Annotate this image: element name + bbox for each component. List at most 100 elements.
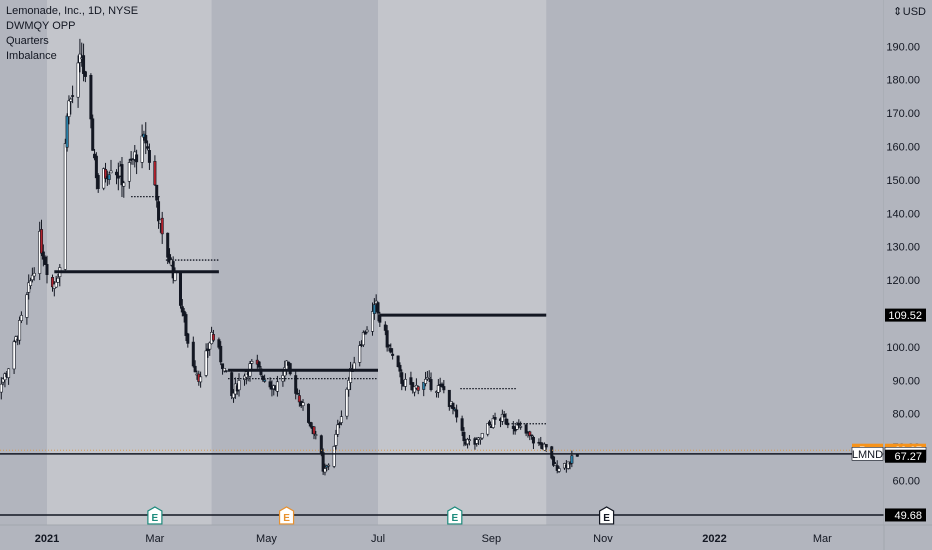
candle-body-109 [268,381,272,388]
earnings-marker-1[interactable]: E [278,506,295,525]
candle-body-64 [153,161,157,186]
candle-body-200 [500,413,504,422]
candle-body-229 [575,454,579,457]
candle-body-31 [67,100,71,117]
candle-165 [411,382,415,394]
candle-body-29 [63,143,67,270]
x-tick-label-7: Mar [813,533,832,545]
candle-161 [400,369,404,391]
candle-22 [43,255,47,266]
y-tick-label-9: 150.00 [886,175,920,187]
candle-body-160 [398,364,402,372]
candle-body-59 [140,135,144,163]
candle-37 [82,43,86,82]
price-tag-3[interactable]: 109.52 [885,308,926,323]
price-tag-2[interactable]: 67.27 [885,449,926,464]
candle-190 [475,437,479,447]
candle-124 [307,403,311,424]
earnings-marker-2[interactable]: E [447,506,463,525]
candle-16 [29,277,33,290]
candle-body-86 [208,342,212,350]
candle-49 [114,169,118,185]
candle-52 [120,157,124,198]
candle-body-159 [396,355,400,368]
quarter-band-0 [47,0,212,525]
candle-149 [371,302,375,336]
candle-30 [65,113,69,152]
candle-body-120 [296,393,300,395]
candle-body-72 [171,261,175,279]
candle-140 [347,376,351,397]
candle-body-32 [69,98,73,102]
candle-body-156 [387,344,391,347]
candle-body-38 [83,71,87,77]
candle-109 [268,377,272,390]
indicator-quarters[interactable]: Quarters [6,35,49,47]
candle-198 [493,412,497,425]
indicator-dwmqy-opp[interactable]: DWMQY OPP [6,20,76,32]
candle-75 [180,298,184,317]
candle-body-218 [544,444,548,448]
candle-32 [69,97,73,115]
candle-185 [462,427,466,447]
candle-221 [553,461,557,466]
earnings-marker-3[interactable]: E [598,506,615,525]
price-axis[interactable] [884,0,932,525]
candle-body-74 [178,271,182,306]
candle-body-88 [211,334,215,341]
candle-body-173 [429,379,433,390]
candle-58 [135,149,139,175]
candle-body-47 [107,174,111,180]
earnings-marker-0[interactable]: E [147,506,163,525]
candle-body-80 [193,365,197,373]
candle-23 [45,255,49,284]
candle-body-63 [147,150,151,163]
candle-body-90 [219,345,223,363]
candle-135 [334,429,338,450]
candle-body-226 [566,461,570,469]
candle-48 [109,159,113,174]
candle-body-197 [491,418,495,428]
candle-193 [480,432,484,440]
candle-body-139 [345,388,349,417]
candle-8 [7,368,11,385]
candle-body-187 [466,439,470,445]
candle-192 [478,437,482,445]
candle-213 [531,435,535,450]
candle-body-78 [186,333,190,344]
candle-body-58 [135,154,139,163]
candle-39 [89,73,93,129]
currency-label[interactable]: USD [903,6,926,18]
candle-body-213 [531,436,535,444]
candle-86 [208,341,212,356]
candle-159 [396,355,400,368]
candle-body-203 [506,422,510,426]
symbol-title[interactable]: Lemonade, Inc., 1D, NYSE [6,5,139,17]
x-tick-label-3: Jul [371,533,385,545]
candle-body-52 [120,164,124,186]
candle-body-65 [155,184,159,201]
candle-body-166 [413,386,417,393]
candle-175 [436,379,440,398]
price-tag-value-4: 49.68 [894,510,922,522]
candle-178 [442,379,446,394]
candle-62 [146,140,150,151]
indicator-imbalance[interactable]: Imbalance [6,50,57,62]
candle-body-17 [30,274,34,281]
currency-menu-icon[interactable]: ⇕ [893,6,902,18]
candle-body-194 [486,423,490,435]
candle-body-148 [365,329,369,333]
price-axis-labels: 60.0070.0080.0090.00100.00110.00120.0013… [886,41,920,487]
candle-219 [550,445,554,460]
candle-157 [389,343,393,354]
price-tag-4[interactable]: 49.68 [885,508,926,522]
candle-body-219 [550,446,554,459]
candle-body-209 [524,424,528,434]
y-tick-label-10: 160.00 [886,142,920,154]
candle-body-163 [403,379,407,387]
candle-127 [312,426,316,440]
candle-211 [528,430,532,441]
candle-body-92 [222,368,226,372]
